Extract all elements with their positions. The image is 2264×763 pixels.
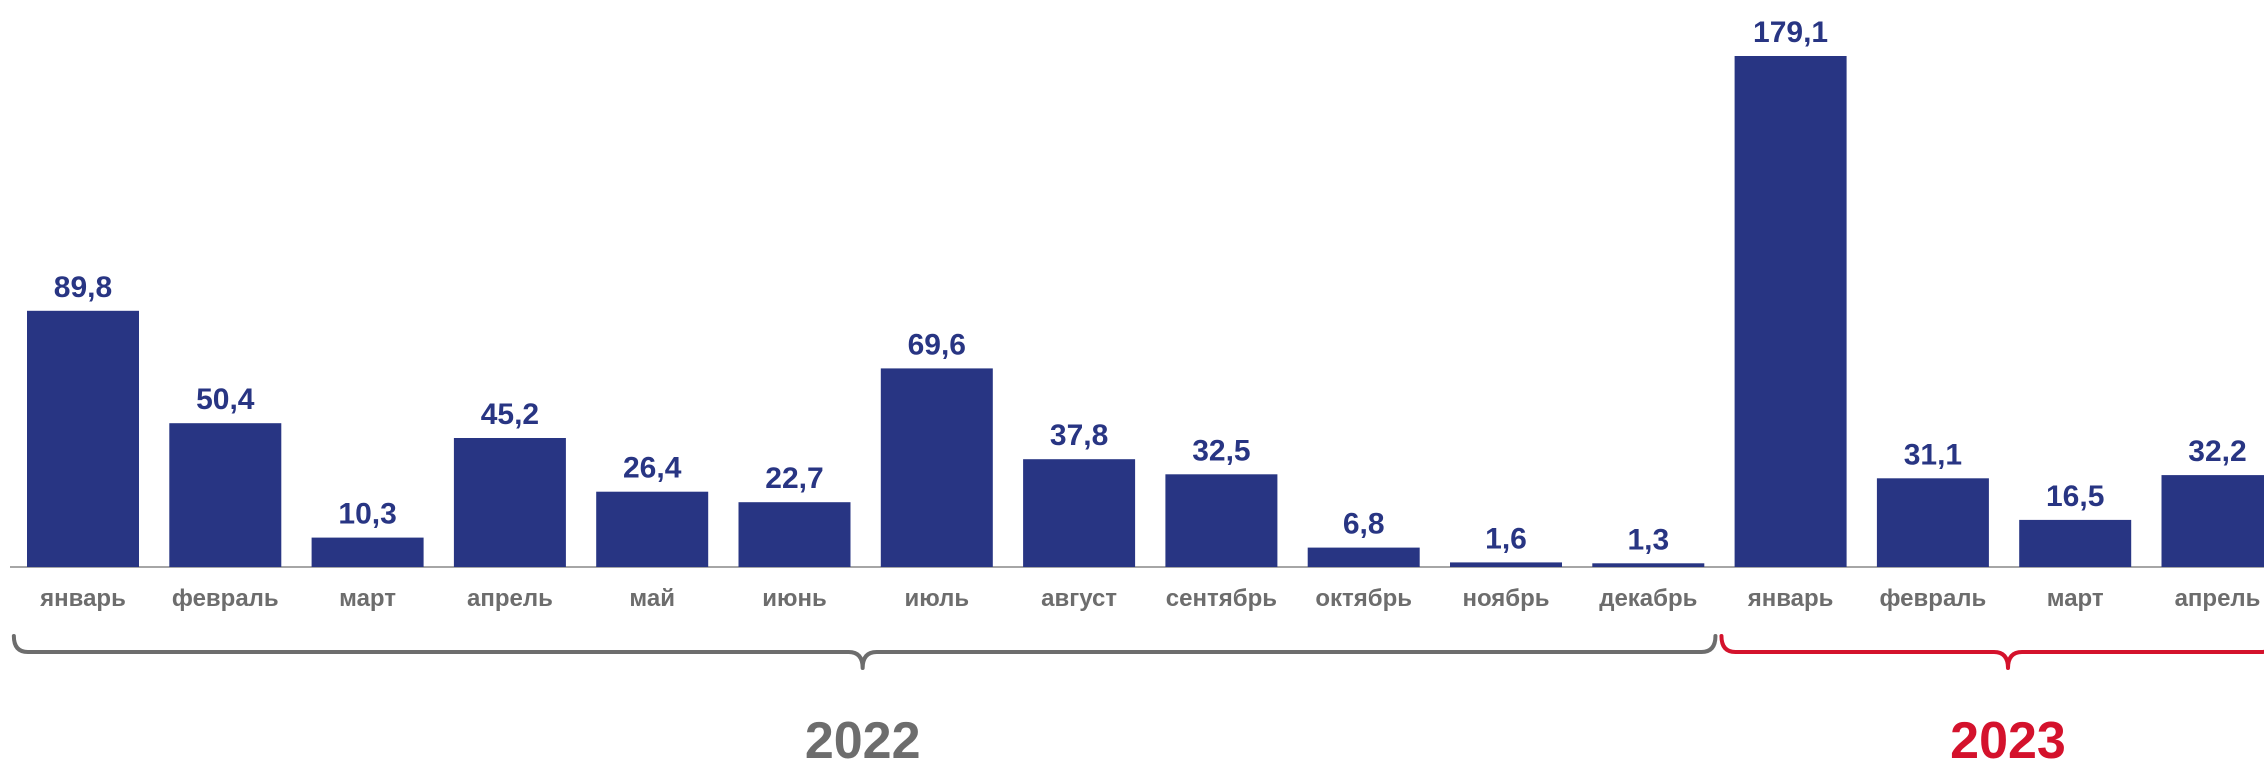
year-groups-layer: 2022 2023 [11, 634, 2264, 763]
bars-layer [27, 56, 2264, 567]
data-label: 6,8 [1343, 508, 1385, 541]
bar [1307, 547, 1420, 567]
data-label: 69,6 [908, 328, 966, 361]
data-label: 45,2 [481, 398, 539, 431]
year-label: 2022 [805, 712, 921, 763]
data-label: 26,4 [623, 452, 682, 485]
x-tick-label: июль [904, 585, 969, 612]
x-tick-label: январь [1747, 585, 1834, 612]
bar [1165, 474, 1278, 567]
x-tick-label: январь [39, 585, 126, 612]
bar [453, 438, 566, 567]
x-tick-label: декабрь [1599, 585, 1697, 612]
x-tick-labels-layer: январь февраль март апрель май июнь июль август… [39, 585, 2260, 612]
bar [1450, 562, 1562, 567]
data-label: 16,5 [2046, 480, 2104, 513]
data-label: 179,1 [1753, 16, 1828, 49]
x-tick-label: сентябрь [1166, 585, 1277, 612]
x-tick-label: апрель [467, 585, 553, 612]
data-label: 32,2 [2188, 435, 2246, 468]
data-label: 10,3 [338, 498, 396, 531]
year-bracket [11, 634, 1718, 670]
bar [2019, 519, 2132, 567]
data-label: 1,6 [1485, 522, 1527, 555]
bar [738, 502, 851, 567]
x-tick-label: май [629, 585, 675, 612]
bar [311, 537, 424, 567]
bar [1023, 459, 1136, 567]
bar [1592, 563, 1705, 567]
x-tick-label: февраль [172, 585, 279, 612]
bar [880, 368, 993, 567]
data-label: 22,7 [765, 462, 823, 495]
x-tick-label: октябрь [1315, 585, 1412, 612]
bar [1876, 478, 1989, 567]
bar [169, 423, 282, 567]
bar [1734, 56, 1847, 567]
year-bracket [1719, 634, 2264, 670]
data-label: 37,8 [1050, 419, 1108, 452]
x-tick-label: ноябрь [1462, 585, 1549, 612]
bar [27, 310, 139, 567]
data-label: 1,3 [1627, 523, 1669, 556]
bar [2161, 475, 2264, 567]
x-tick-label: февраль [1880, 585, 1987, 612]
data-label: 50,4 [196, 383, 255, 416]
bar [596, 491, 709, 567]
x-tick-label: июнь [762, 585, 827, 612]
x-tick-label: август [1041, 585, 1117, 612]
x-tick-label: апрель [2175, 585, 2261, 612]
data-label: 31,1 [1904, 438, 1962, 471]
x-tick-label: март [2047, 585, 2104, 612]
year-label: 2023 [1950, 712, 2066, 763]
x-tick-label: март [339, 585, 396, 612]
data-label: 32,5 [1192, 434, 1250, 467]
value-labels-layer: 89,8 50,4 10,3 45,2 26,4 22,7 69,6 37,8 32,5 6,8 1… [54, 16, 2247, 556]
data-label: 89,8 [54, 271, 112, 304]
